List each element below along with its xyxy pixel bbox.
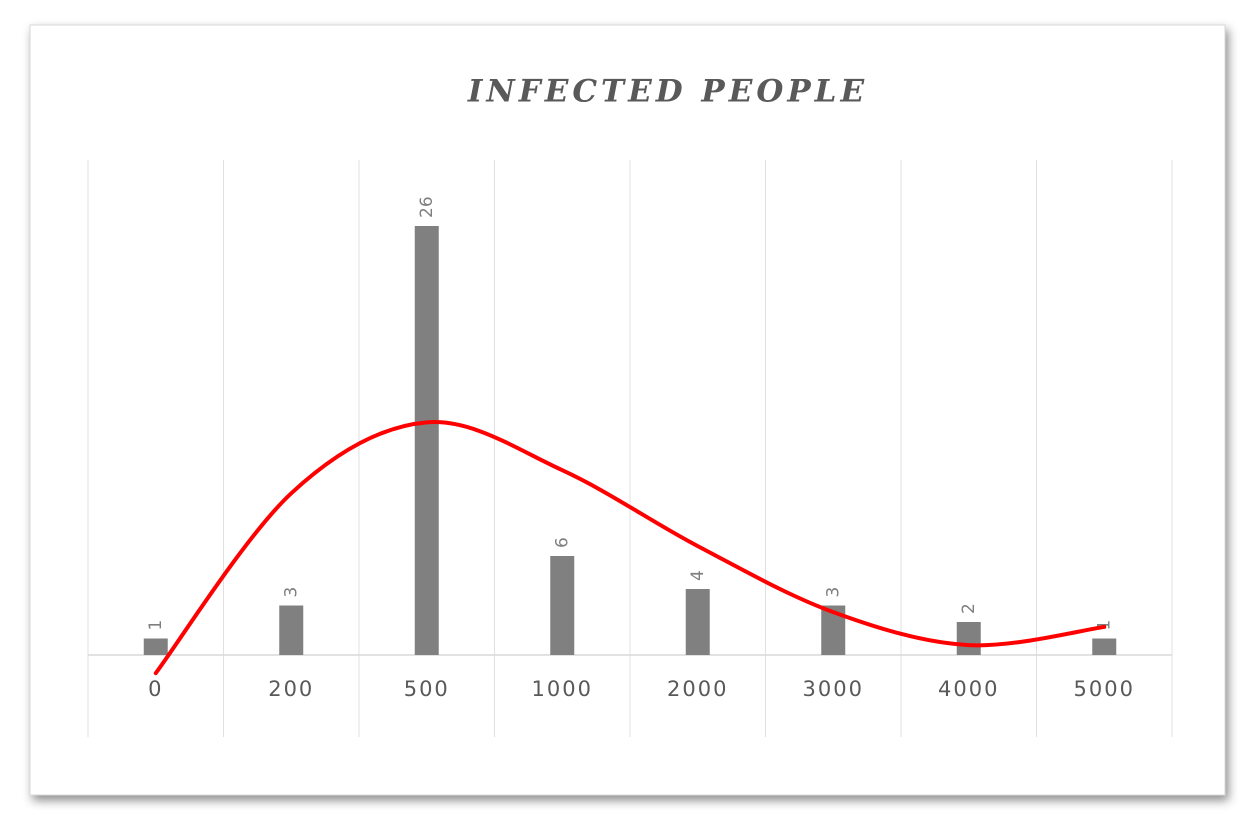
x-tick-label: 500	[404, 677, 450, 701]
chart-card	[29, 24, 1226, 796]
bar	[550, 556, 575, 655]
data-label: 26	[417, 196, 437, 218]
data-label: 4	[688, 570, 708, 581]
bar	[143, 638, 168, 655]
data-label: 1	[146, 620, 166, 631]
x-tick-label: 200	[268, 677, 314, 701]
bar	[685, 589, 710, 655]
x-tick-label: 2000	[667, 677, 728, 701]
bar	[956, 622, 981, 655]
bar	[279, 605, 304, 655]
data-label: 6	[552, 537, 572, 548]
chart-title: INFECTED PEOPLE	[467, 74, 868, 110]
trendline	[153, 420, 1107, 676]
data-label: 2	[959, 603, 979, 614]
data-label: 3	[281, 587, 301, 598]
data-label: 3	[823, 587, 843, 598]
x-tick-label: 5000	[1074, 677, 1135, 701]
x-tick-label: 0	[148, 677, 163, 701]
x-tick-label: 1000	[532, 677, 593, 701]
bar	[1092, 638, 1117, 655]
x-tick-label: 4000	[938, 677, 999, 701]
x-tick-label: 3000	[803, 677, 864, 701]
bar	[414, 226, 439, 655]
